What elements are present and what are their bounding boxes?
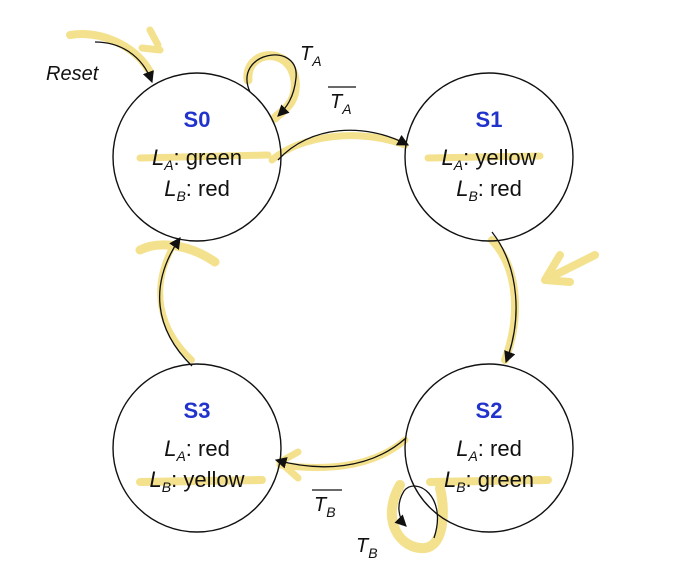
state-s1: S1 LA: yellow LB: red [404,72,574,242]
reset-arrow [94,41,154,84]
highlight-s0-bottom [135,240,220,267]
highlight-s0-s1 [268,132,409,164]
highlight-reset-tick [138,26,164,54]
highlight-s1-s2 [488,236,519,364]
highlight-self-loop-s2 [386,480,448,554]
highlight-s0-text [136,151,272,162]
transition-arrows [94,41,517,539]
state-s0: S0 LA: green LB: red [112,72,282,242]
transition-label-s0-s0: TA [300,43,322,69]
state-circle [112,72,282,242]
highlight-self-loop-s0 [243,51,300,123]
transition-label-s2-s3: TB [312,489,342,520]
state-name: S2 [476,398,503,423]
state-output-la: LA: yellow [442,145,537,173]
arrow-s1-s2 [491,231,517,364]
state-name: S0 [184,107,211,132]
state-output-la: LA: red [456,436,522,464]
svg-text:TB: TB [314,494,336,520]
state-circle [404,363,574,533]
highlight-s1-text [424,152,544,162]
highlight-reset-arrow [66,30,154,76]
highlight-s3-text [136,476,266,486]
state-output-la: LA: green [152,145,242,173]
state-circle [112,363,282,533]
self-loop-s0 [246,54,297,117]
state-name: S1 [476,107,503,132]
transition-label-s2-s2: TB [356,535,378,561]
highlight-side-arrow [541,251,599,286]
state-output-lb: LB: red [456,176,522,204]
state-output-lb: LB: red [164,176,230,204]
arrow-s3-s0 [159,237,193,367]
arrow-s2-s3 [274,437,407,469]
state-output-lb: LB: green [444,467,534,495]
state-output-la: LA: red [164,436,230,464]
state-s3: S3 LA: red LB: yellow [112,363,282,533]
svg-text:TA: TA [330,91,352,117]
state-output-lb: LB: yellow [150,467,245,495]
reset-label: Reset [46,63,100,85]
arrow-s0-s1 [277,129,410,161]
highlight-s3-s0 [157,245,195,363]
state-s2: S2 LA: red LB: green [404,363,574,533]
state-circle [404,72,574,242]
transition-label-s0-s1: TA [328,86,356,117]
highlight-s2-text [426,476,552,486]
state-name: S3 [184,398,211,423]
self-loop-s2 [394,485,439,539]
